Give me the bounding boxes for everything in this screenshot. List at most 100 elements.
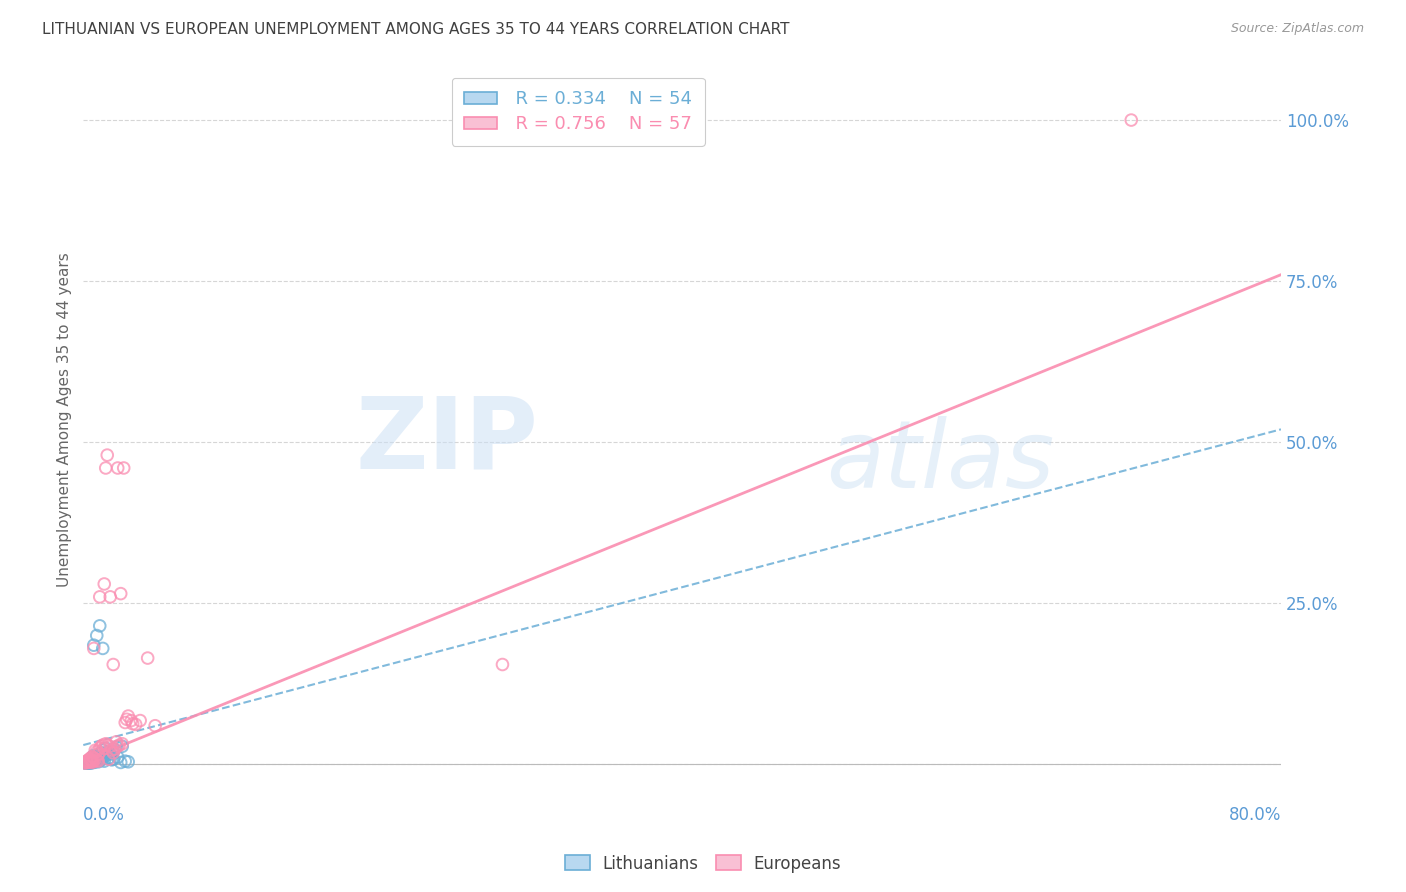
- Point: [82, 754, 104, 768]
- Point: [73, 756, 96, 770]
- Point: [89, 741, 111, 756]
- Point: [112, 461, 135, 475]
- Point: [83, 638, 105, 652]
- Point: [93, 741, 115, 756]
- Point: [121, 716, 143, 731]
- Point: [83, 641, 105, 656]
- Point: [89, 754, 111, 768]
- Text: Source: ZipAtlas.com: Source: ZipAtlas.com: [1230, 22, 1364, 36]
- Point: [80, 754, 103, 768]
- Point: [117, 755, 139, 769]
- Text: 0.0%: 0.0%: [83, 806, 125, 824]
- Point: [111, 737, 134, 751]
- Point: [82, 750, 104, 764]
- Point: [89, 751, 111, 765]
- Point: [82, 749, 104, 764]
- Point: [76, 756, 98, 770]
- Point: [108, 738, 131, 752]
- Point: [80, 753, 103, 767]
- Point: [75, 756, 97, 770]
- Point: [91, 738, 114, 752]
- Point: [91, 751, 114, 765]
- Point: [75, 756, 97, 770]
- Point: [80, 756, 103, 770]
- Point: [94, 461, 117, 475]
- Point: [76, 756, 98, 770]
- Point: [83, 748, 105, 763]
- Point: [83, 754, 105, 768]
- Point: [83, 751, 105, 765]
- Point: [125, 717, 148, 731]
- Point: [87, 750, 110, 764]
- Point: [73, 756, 96, 770]
- Point: [491, 657, 513, 672]
- Point: [83, 756, 105, 770]
- Point: [80, 756, 103, 770]
- Point: [84, 755, 107, 769]
- Point: [82, 756, 104, 770]
- Point: [86, 744, 108, 758]
- Point: [80, 755, 103, 769]
- Point: [90, 746, 112, 760]
- Point: [75, 754, 97, 768]
- Point: [110, 756, 132, 770]
- Text: ZIP: ZIP: [356, 392, 538, 489]
- Point: [80, 753, 103, 767]
- Point: [87, 752, 110, 766]
- Point: [105, 739, 128, 754]
- Point: [86, 754, 108, 768]
- Point: [96, 738, 118, 752]
- Point: [89, 590, 111, 604]
- Point: [93, 754, 115, 768]
- Point: [107, 461, 129, 475]
- Point: [94, 741, 117, 756]
- Point: [1121, 113, 1143, 128]
- Point: [91, 743, 114, 757]
- Point: [87, 754, 110, 768]
- Point: [93, 577, 115, 591]
- Point: [115, 712, 138, 726]
- Point: [90, 753, 112, 767]
- Point: [84, 752, 107, 766]
- Point: [89, 619, 111, 633]
- Text: LITHUANIAN VS EUROPEAN UNEMPLOYMENT AMONG AGES 35 TO 44 YEARS CORRELATION CHART: LITHUANIAN VS EUROPEAN UNEMPLOYMENT AMON…: [42, 22, 790, 37]
- Point: [100, 743, 122, 757]
- Point: [86, 628, 108, 642]
- Point: [87, 747, 110, 761]
- Point: [110, 587, 132, 601]
- Point: [86, 751, 108, 765]
- Point: [94, 737, 117, 751]
- Point: [82, 756, 104, 770]
- Point: [103, 746, 125, 760]
- Point: [98, 590, 121, 604]
- Legend:   R = 0.334    N = 54,   R = 0.756    N = 57: R = 0.334 N = 54, R = 0.756 N = 57: [451, 78, 704, 146]
- Point: [104, 742, 127, 756]
- Point: [120, 714, 142, 728]
- Point: [80, 751, 103, 765]
- Point: [96, 448, 118, 462]
- Point: [76, 754, 98, 768]
- Point: [77, 754, 100, 768]
- Point: [136, 651, 159, 665]
- Point: [75, 756, 97, 770]
- Point: [107, 739, 129, 754]
- Point: [76, 756, 98, 770]
- Point: [91, 641, 114, 656]
- Point: [90, 739, 112, 754]
- Legend: Lithuanians, Europeans: Lithuanians, Europeans: [558, 848, 848, 880]
- Point: [94, 748, 117, 763]
- Point: [77, 752, 100, 766]
- Point: [84, 752, 107, 766]
- Point: [98, 739, 121, 754]
- Point: [82, 751, 104, 765]
- Point: [98, 747, 121, 761]
- Point: [84, 749, 107, 764]
- Point: [143, 719, 166, 733]
- Text: atlas: atlas: [825, 417, 1054, 508]
- Point: [114, 754, 136, 768]
- Point: [103, 657, 125, 672]
- Point: [76, 755, 98, 769]
- Point: [82, 754, 104, 768]
- Point: [97, 751, 120, 765]
- Point: [129, 714, 152, 728]
